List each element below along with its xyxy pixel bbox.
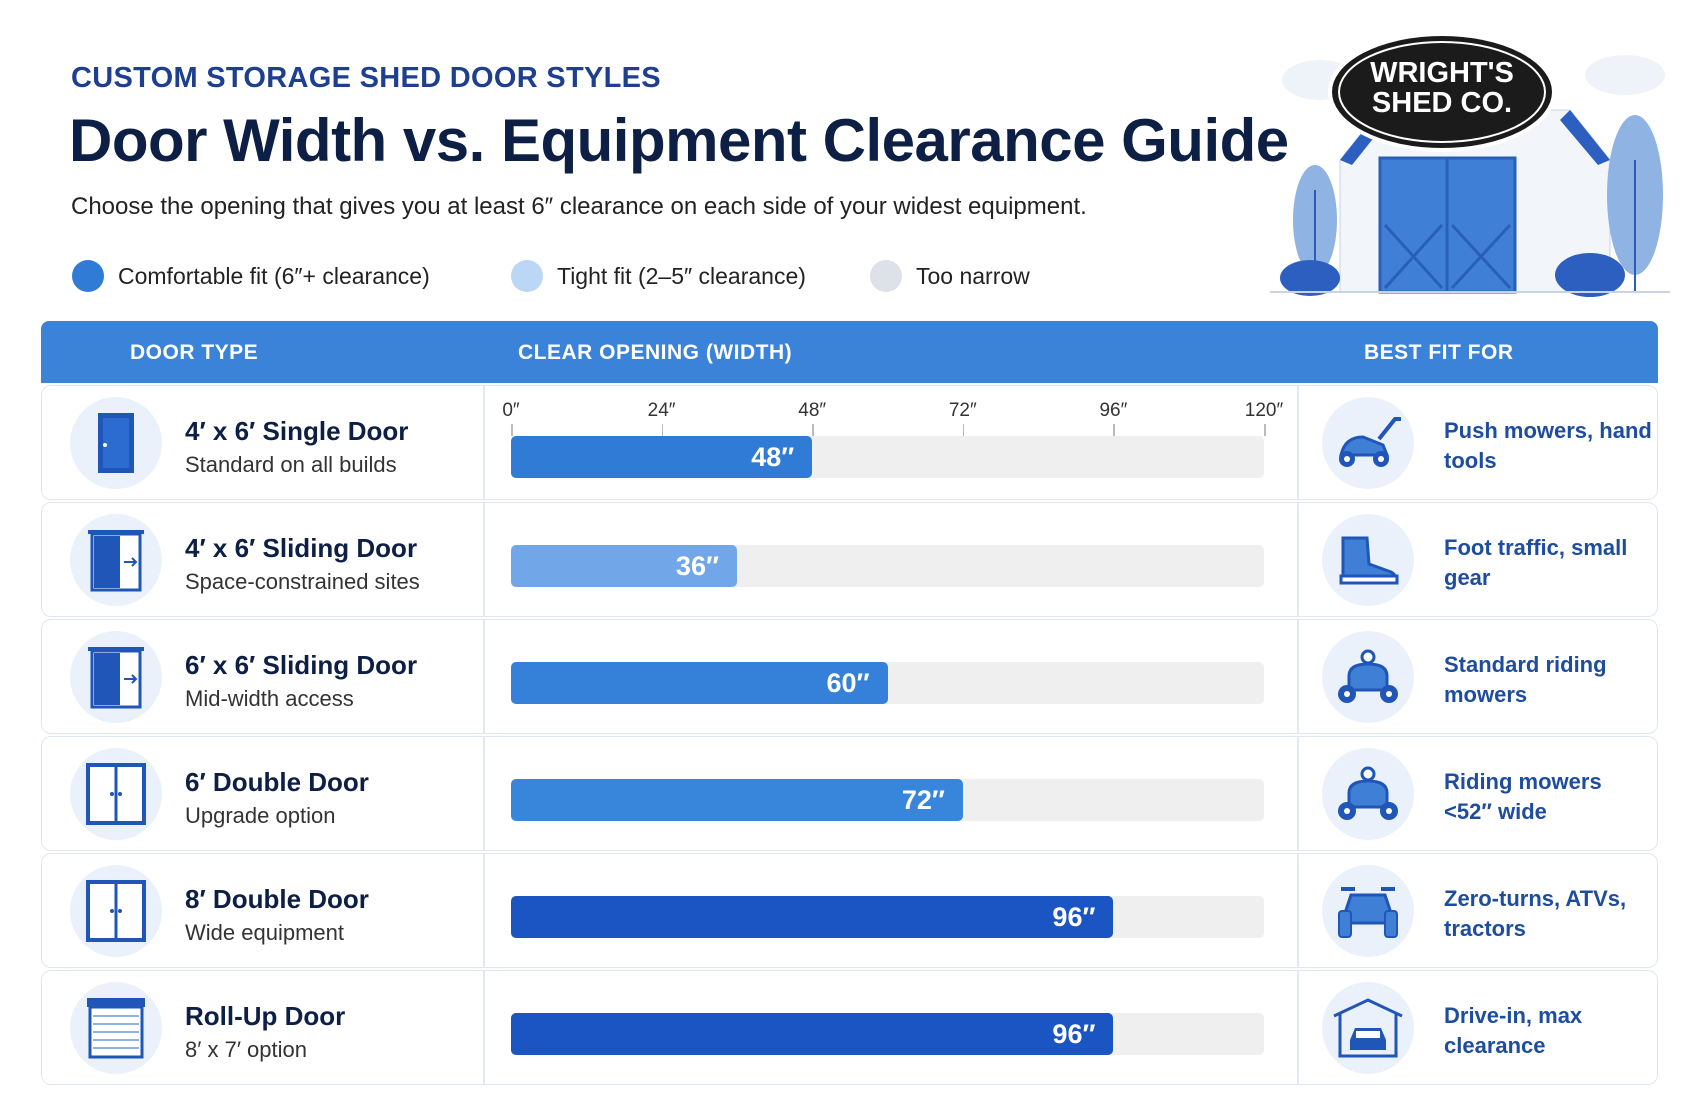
riding-mower-icon xyxy=(1322,631,1414,723)
bar-track: 0″ 24″ 48″ 72″ 96″ 120″ 48″ xyxy=(502,400,1283,478)
legend-label: Comfortable fit (6″+ clearance) xyxy=(118,262,430,289)
legend-tight: Tight fit (2–5″ clearance) xyxy=(511,260,806,292)
divider xyxy=(483,503,485,616)
axis-tick xyxy=(1264,424,1266,436)
bar-36: 36″ xyxy=(511,545,737,587)
best-fit-text: Drive-in, max clearance xyxy=(1444,1003,1583,1058)
door-note: Standard on all builds xyxy=(185,452,397,477)
page-title: Door Width vs. Equipment Clearance Guide xyxy=(69,107,1289,174)
bar-value-label: 36″ xyxy=(675,551,719,581)
bar-track: 36″ xyxy=(511,545,1264,587)
single-door-icon xyxy=(70,397,162,489)
eyebrow-title: CUSTOM STORAGE SHED DOOR STYLES xyxy=(71,62,661,94)
bar-track: 96″ xyxy=(511,896,1264,938)
legend-comfortable: Comfortable fit (6″+ clearance) xyxy=(72,260,430,292)
bar-track: 60″ xyxy=(511,662,1264,704)
sliding-door-icon xyxy=(70,514,162,606)
door-name: 8′ Double Door xyxy=(185,884,369,914)
divider xyxy=(483,386,485,499)
legend-label: Tight fit (2–5″ clearance) xyxy=(557,262,806,289)
legend-too-narrow: Too narrow xyxy=(870,260,1030,292)
table-row: Roll-Up Door 8′ x 7′ option 96″ Drive-in… xyxy=(41,970,1658,1085)
axis-tick-label: 24″ xyxy=(647,400,676,421)
atv-icon xyxy=(1322,865,1414,957)
legend-label: Too narrow xyxy=(916,262,1030,289)
door-note: 8′ x 7′ option xyxy=(185,1037,307,1062)
divider xyxy=(483,971,485,1084)
bar-60: 60″ xyxy=(511,662,888,704)
bar-value-label: 96″ xyxy=(1052,1019,1096,1049)
bar-value-label: 60″ xyxy=(826,668,870,698)
door-note: Upgrade option xyxy=(185,803,336,828)
door-name: 4′ x 6′ Sliding Door xyxy=(185,533,418,563)
legend-swatch xyxy=(72,260,104,292)
door-note: Space-constrained sites xyxy=(185,569,420,594)
shed-illustration xyxy=(1270,32,1670,297)
garage-car-icon xyxy=(1322,982,1414,1074)
best-fit-text: Foot traffic, small gear xyxy=(1444,535,1628,590)
column-header-clear-opening: CLEAR OPENING (WIDTH) xyxy=(518,341,793,364)
divider xyxy=(1297,854,1299,967)
sliding-door-icon xyxy=(70,631,162,723)
bar-track: 96″ xyxy=(511,1013,1264,1055)
table-row: 4′ x 6′ Single Door Standard on all buil… xyxy=(41,385,1658,500)
door-name: 6′ Double Door xyxy=(185,767,369,797)
divider xyxy=(1297,503,1299,616)
column-header-door-type: DOOR TYPE xyxy=(130,341,259,364)
best-fit-text: Riding mowers <52″ wide xyxy=(1444,769,1602,824)
axis-tick-label: 48″ xyxy=(798,400,827,421)
double-door-icon xyxy=(70,748,162,840)
bar-value-label: 72″ xyxy=(901,785,945,815)
divider xyxy=(1297,971,1299,1084)
axis-tick xyxy=(1113,424,1115,436)
bar-48: 48″ xyxy=(511,436,813,478)
axis-tick-label: 0″ xyxy=(502,400,520,421)
bar-72: 72″ xyxy=(511,779,963,821)
axis-tick xyxy=(812,424,814,436)
double-door-icon xyxy=(70,865,162,957)
bar-track: 72″ xyxy=(511,779,1264,821)
door-name: 6′ x 6′ Sliding Door xyxy=(185,650,418,680)
riding-mower-icon xyxy=(1322,748,1414,840)
table-row: 4′ x 6′ Sliding Door Space-constrained s… xyxy=(41,502,1658,617)
bar-96: 96″ xyxy=(511,896,1114,938)
divider xyxy=(483,737,485,850)
subtitle: Choose the opening that gives you at lea… xyxy=(71,193,1087,220)
bar-value-label: 96″ xyxy=(1052,902,1096,932)
divider xyxy=(483,620,485,733)
table-row: 6′ Double Door Upgrade option 72″ Riding… xyxy=(41,736,1658,851)
axis-tick-label: 72″ xyxy=(948,400,977,421)
axis-tick xyxy=(511,424,513,436)
bar-value-label: 48″ xyxy=(751,442,795,472)
axis-tick xyxy=(661,424,664,436)
logo: WRIGHT'S SHED CO. xyxy=(1370,57,1514,119)
divider xyxy=(483,854,485,967)
table-header: DOOR TYPE CLEAR OPENING (WIDTH) BEST FIT… xyxy=(41,321,1658,383)
best-fit-text: Zero-turns, ATVs, tractors xyxy=(1444,886,1627,941)
table-row: 8′ Double Door Wide equipment 96″ Zero-t… xyxy=(41,853,1658,968)
divider xyxy=(1297,737,1299,850)
door-name: 4′ x 6′ Single Door xyxy=(185,416,409,446)
best-fit-text: Push mowers, hand tools xyxy=(1444,418,1652,473)
legend-swatch xyxy=(870,260,902,292)
push-mower-icon xyxy=(1322,397,1414,489)
roll-up-door-icon xyxy=(70,982,162,1074)
table-row: 6′ x 6′ Sliding Door Mid-width access 60… xyxy=(41,619,1658,734)
divider xyxy=(1297,620,1299,733)
best-fit-text: Standard riding mowers xyxy=(1444,652,1607,707)
bar-96: 96″ xyxy=(511,1013,1114,1055)
axis-tick xyxy=(962,424,965,436)
door-name: Roll-Up Door xyxy=(185,1001,346,1031)
door-note: Mid-width access xyxy=(185,686,354,711)
column-header-best-fit: BEST FIT FOR xyxy=(1364,341,1514,364)
door-note: Wide equipment xyxy=(185,920,344,945)
axis-tick-label: 120″ xyxy=(1244,400,1284,421)
divider xyxy=(1297,386,1299,499)
axis-tick-label: 96″ xyxy=(1099,400,1128,421)
legend-swatch xyxy=(511,260,543,292)
boot-icon xyxy=(1322,514,1414,606)
